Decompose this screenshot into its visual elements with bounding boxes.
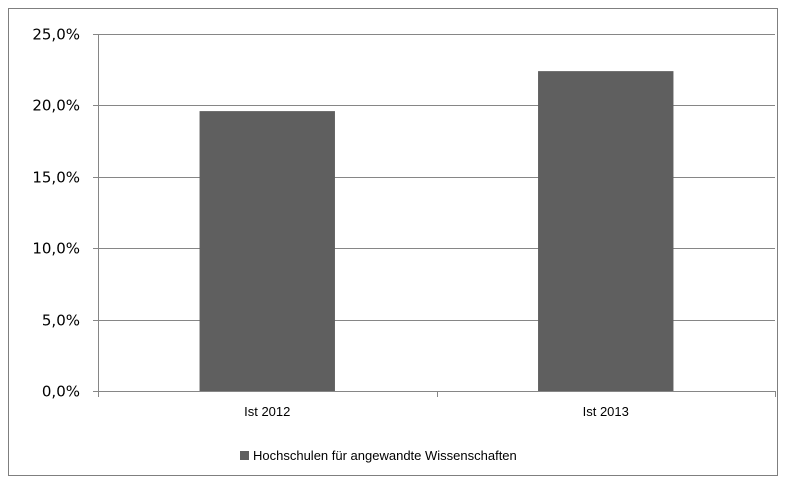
- axes: [93, 34, 776, 397]
- y-tick-label: 20,0%: [32, 97, 80, 115]
- y-tick-label: 10,0%: [32, 240, 80, 258]
- bars: [199, 71, 674, 392]
- x-tick-label: Ist 2012: [244, 404, 290, 419]
- labels: 0,0% 5,0% 10,0% 15,0% 20,0% 25,0% Ist 2012 Ist …: [32, 26, 629, 420]
- y-tick-label: 15,0%: [32, 169, 80, 187]
- bar: [199, 111, 335, 391]
- legend: Hochschulen für angewandte Wissenschafte…: [240, 446, 517, 464]
- legend-swatch: [240, 450, 249, 460]
- x-tick-label: Ist 2013: [583, 404, 629, 419]
- y-tick-label: 5,0%: [42, 312, 80, 330]
- legend-label: Hochschulen für angewandte Wissenschafte…: [253, 447, 517, 463]
- bar: [538, 71, 674, 392]
- y-tick-label: 25,0%: [32, 26, 80, 44]
- y-tick-label: 0,0%: [42, 383, 80, 401]
